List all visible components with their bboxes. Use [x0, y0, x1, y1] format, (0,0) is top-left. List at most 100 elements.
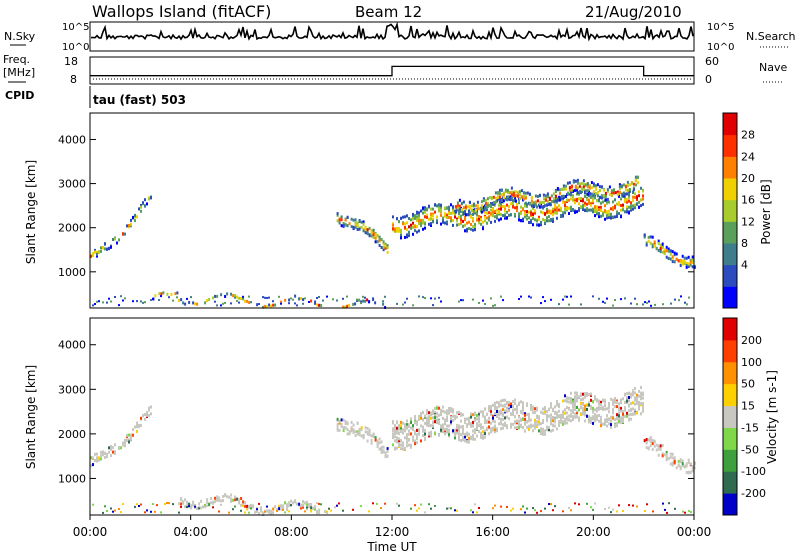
data-pixel	[464, 439, 466, 443]
data-pixel	[400, 426, 402, 430]
data-pixel	[158, 299, 160, 301]
data-pixel	[126, 224, 128, 228]
data-pixel	[544, 406, 546, 409]
data-pixel	[108, 450, 110, 454]
data-pixel	[496, 208, 498, 212]
data-pixel	[268, 303, 271, 307]
data-pixel	[608, 215, 610, 219]
data-pixel	[106, 247, 108, 251]
data-pixel	[652, 510, 654, 513]
data-pixel	[687, 265, 690, 268]
data-pixel	[282, 508, 284, 511]
data-pixel	[568, 192, 570, 196]
data-pixel	[648, 300, 650, 303]
data-pixel	[418, 429, 420, 433]
data-pixel	[657, 242, 660, 245]
data-pixel	[653, 240, 656, 244]
data-pixel	[542, 201, 545, 204]
data-pixel	[186, 500, 189, 504]
data-pixel	[558, 303, 560, 306]
data-pixel	[634, 178, 637, 182]
data-pixel	[586, 192, 589, 196]
data-pixel	[280, 504, 283, 508]
data-pixel	[422, 429, 424, 433]
colorbar-tick-label: 15	[741, 400, 755, 413]
data-pixel	[546, 428, 548, 432]
data-pixel	[622, 420, 624, 424]
data-pixel	[580, 398, 582, 402]
data-pixel	[442, 405, 444, 409]
data-pixel	[691, 265, 694, 269]
data-pixel	[532, 213, 534, 216]
data-pixel	[480, 215, 482, 219]
data-pixel	[218, 499, 221, 502]
data-pixel	[96, 300, 98, 303]
data-pixel	[546, 207, 548, 211]
nave-label: Nave	[759, 61, 787, 74]
data-pixel	[608, 410, 610, 414]
data-pixel	[414, 430, 416, 434]
data-pixel	[518, 415, 520, 419]
data-pixel	[620, 401, 622, 405]
data-pixel	[432, 217, 434, 221]
data-pixel	[480, 410, 482, 414]
data-pixel	[464, 210, 466, 213]
data-pixel	[612, 200, 614, 204]
data-pixel	[645, 241, 648, 245]
data-pixel	[638, 403, 640, 407]
data-pixel	[402, 444, 404, 448]
data-pixel	[394, 435, 396, 439]
data-pixel	[266, 297, 268, 299]
data-pixel	[584, 395, 586, 399]
data-pixel	[520, 212, 522, 215]
data-pixel	[446, 419, 448, 422]
data-pixel	[344, 218, 347, 222]
data-pixel	[626, 197, 628, 201]
data-pixel	[178, 511, 180, 514]
data-pixel	[488, 211, 490, 215]
data-pixel	[524, 421, 526, 425]
data-pixel	[92, 456, 94, 460]
data-pixel	[440, 205, 442, 209]
data-pixel	[456, 219, 458, 223]
data-pixel	[270, 511, 273, 515]
data-pixel	[456, 415, 458, 419]
data-pixel	[220, 304, 222, 307]
data-pixel	[610, 419, 612, 423]
data-pixel	[444, 212, 446, 216]
data-pixel	[416, 217, 418, 221]
data-pixel	[618, 212, 620, 215]
data-pixel	[634, 192, 636, 196]
data-pixel	[436, 220, 438, 224]
data-pixel	[124, 441, 126, 445]
data-pixel	[662, 502, 664, 505]
data-pixel	[556, 413, 558, 417]
data-pixel	[320, 503, 322, 506]
data-pixel	[584, 195, 586, 198]
data-pixel	[630, 393, 632, 397]
data-pixel	[659, 250, 662, 254]
data-pixel	[600, 205, 602, 209]
data-pixel	[458, 212, 460, 216]
data-pixel	[494, 203, 496, 207]
data-pixel	[442, 427, 444, 431]
data-pixel	[210, 497, 213, 500]
data-pixel	[616, 210, 618, 214]
data-pixel	[598, 198, 600, 202]
data-pixel	[440, 413, 442, 417]
data-pixel	[460, 218, 462, 221]
data-pixel	[572, 398, 574, 402]
data-pixel	[400, 236, 402, 240]
data-pixel	[414, 216, 416, 220]
x-tick-label: 08:00	[274, 525, 309, 539]
data-pixel	[683, 464, 686, 468]
data-pixel	[284, 501, 287, 505]
data-pixel	[356, 432, 359, 436]
data-pixel	[622, 415, 624, 419]
data-pixel	[520, 410, 522, 414]
data-pixel	[606, 407, 608, 411]
data-pixel	[98, 250, 100, 254]
data-pixel	[624, 188, 627, 192]
data-pixel	[362, 436, 365, 440]
